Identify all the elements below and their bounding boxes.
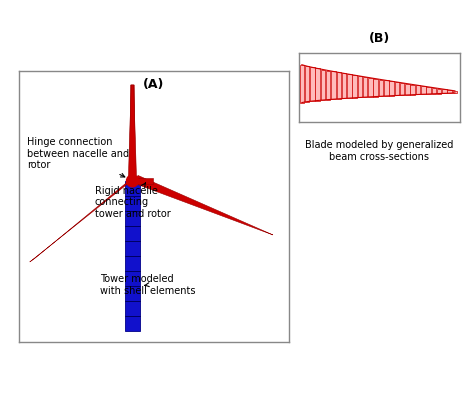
Polygon shape [337, 72, 341, 99]
Polygon shape [410, 85, 415, 95]
Polygon shape [400, 83, 404, 95]
Polygon shape [384, 80, 389, 96]
Polygon shape [125, 226, 140, 241]
Text: (A): (A) [143, 78, 165, 91]
Polygon shape [347, 74, 352, 98]
Polygon shape [125, 181, 140, 196]
Text: Hinge connection
between nacelle and
rotor: Hinge connection between nacelle and rot… [27, 137, 129, 177]
Polygon shape [310, 67, 315, 101]
Polygon shape [315, 68, 320, 100]
Polygon shape [125, 241, 140, 256]
Polygon shape [374, 79, 378, 96]
Polygon shape [426, 87, 431, 94]
Text: Tower modeled
with shell elements: Tower modeled with shell elements [100, 274, 195, 296]
Polygon shape [326, 70, 330, 100]
Polygon shape [442, 89, 447, 93]
Polygon shape [125, 301, 140, 316]
Polygon shape [389, 81, 394, 96]
Polygon shape [395, 82, 399, 96]
Polygon shape [363, 77, 367, 97]
Polygon shape [129, 85, 136, 181]
Polygon shape [405, 84, 410, 95]
Polygon shape [30, 175, 135, 262]
Circle shape [127, 175, 138, 187]
Polygon shape [300, 65, 304, 102]
Polygon shape [352, 75, 357, 98]
Polygon shape [131, 175, 273, 235]
Polygon shape [130, 178, 153, 184]
Polygon shape [431, 88, 436, 94]
Polygon shape [125, 286, 140, 301]
Polygon shape [358, 76, 362, 98]
Polygon shape [368, 78, 373, 97]
Polygon shape [125, 316, 140, 331]
Polygon shape [331, 72, 336, 99]
Polygon shape [321, 70, 325, 100]
Polygon shape [128, 85, 137, 178]
Text: Rigid nacelle
connecting
tower and rotor: Rigid nacelle connecting tower and rotor [95, 183, 170, 219]
Polygon shape [125, 271, 140, 286]
Polygon shape [447, 90, 452, 93]
Polygon shape [453, 91, 457, 93]
Polygon shape [342, 73, 346, 98]
Text: (B): (B) [369, 32, 390, 45]
Polygon shape [416, 85, 420, 94]
Polygon shape [125, 196, 140, 211]
Polygon shape [437, 89, 441, 94]
Polygon shape [125, 256, 140, 271]
Polygon shape [125, 211, 140, 226]
Polygon shape [305, 66, 310, 102]
Polygon shape [379, 79, 383, 96]
Text: Blade modeled by generalized
beam cross-sections: Blade modeled by generalized beam cross-… [305, 140, 454, 162]
Polygon shape [421, 86, 426, 94]
